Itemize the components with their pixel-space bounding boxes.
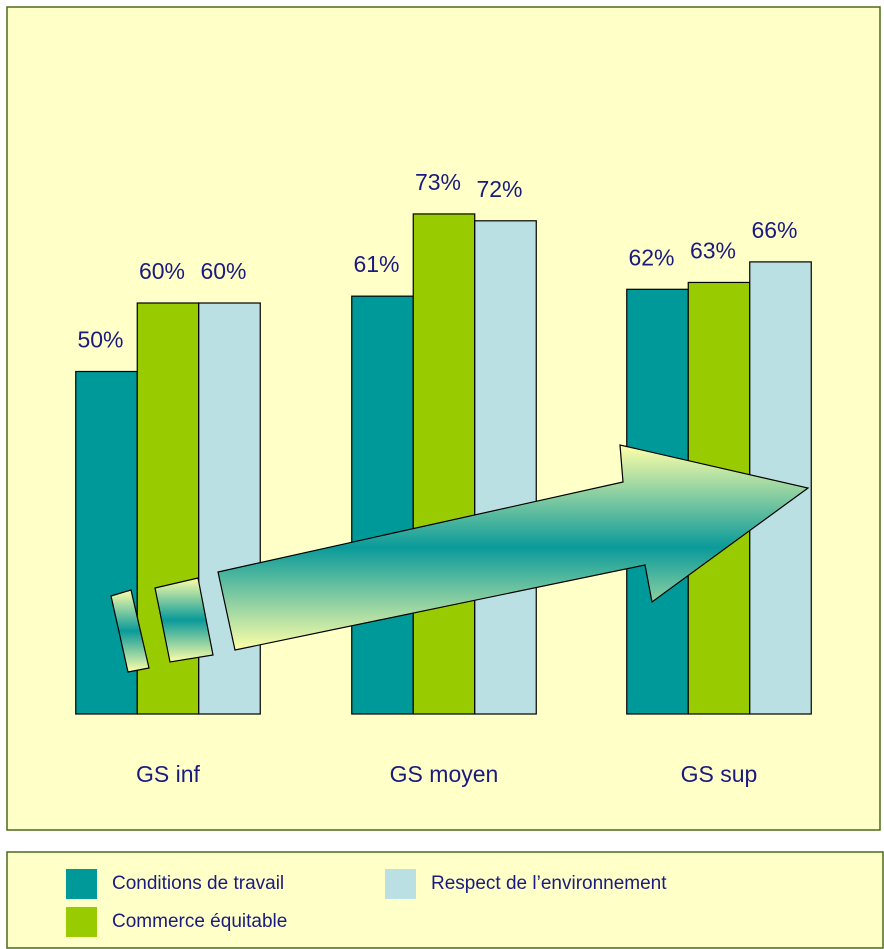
legend-swatch: [66, 907, 97, 937]
legend-frame: [6, 851, 884, 949]
legend-label: Conditions de travail: [112, 873, 284, 894]
bar: [351, 295, 414, 715]
data-label: 60%: [139, 258, 185, 284]
legend-label: Respect de l’environnement: [431, 873, 667, 894]
data-label: 61%: [353, 251, 399, 277]
x-tick-label: GS sup: [681, 761, 758, 787]
legend-swatch: [385, 869, 416, 899]
x-tick-label: GS inf: [136, 761, 201, 787]
data-label: 66%: [751, 217, 797, 243]
x-tick-label: GS moyen: [390, 761, 499, 787]
legend-label: Commerce équitable: [112, 911, 287, 932]
data-label: 72%: [476, 176, 522, 202]
data-label: 73%: [415, 169, 461, 195]
data-label: 62%: [628, 244, 674, 270]
bar: [412, 213, 476, 715]
data-label: 60%: [200, 258, 246, 284]
legend-swatch: [66, 869, 97, 899]
data-label: 63%: [690, 238, 736, 264]
bar: [474, 220, 537, 715]
data-label: 50%: [77, 327, 123, 353]
arrow-decoration: [110, 444, 810, 673]
